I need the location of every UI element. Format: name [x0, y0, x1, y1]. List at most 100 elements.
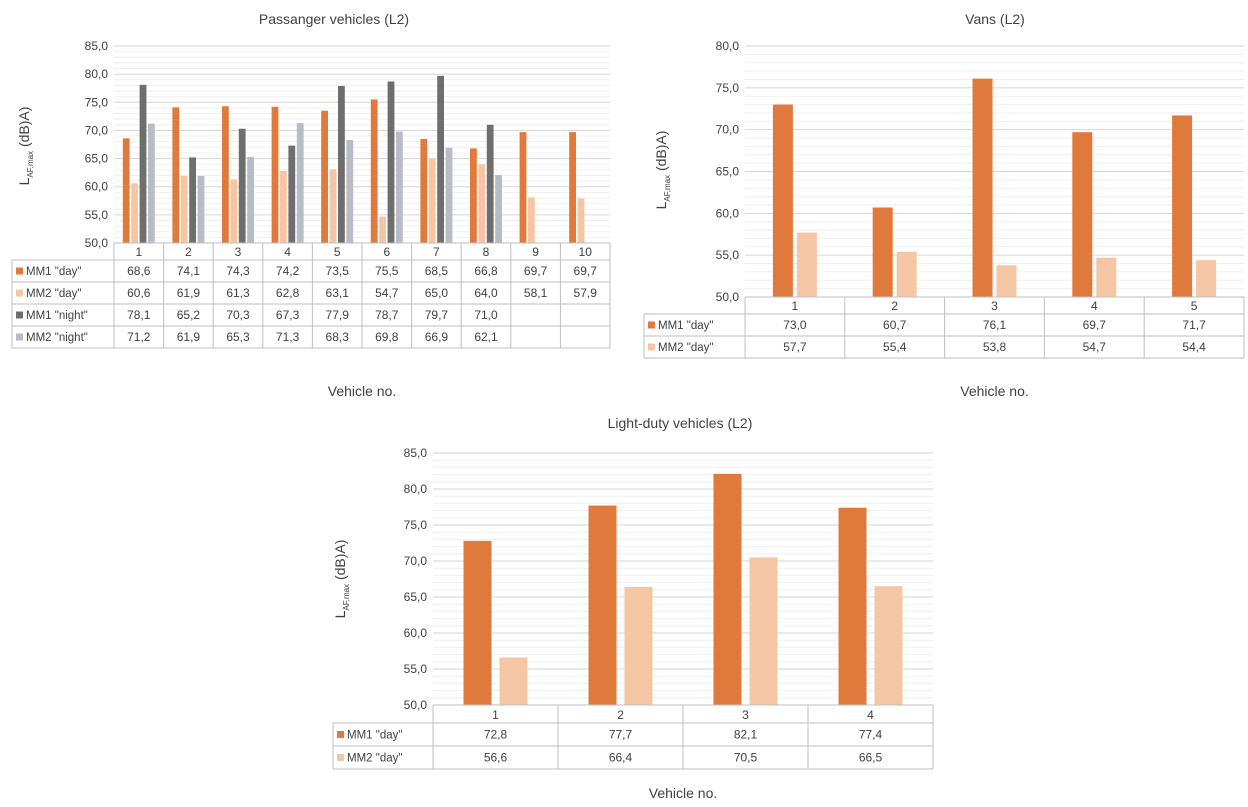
- bar: [329, 169, 337, 243]
- data-value-label: 62,8: [276, 286, 300, 300]
- y-tick-label: 70,0: [85, 123, 109, 137]
- legend-swatch: [16, 333, 23, 341]
- y-tick-label: 65,0: [716, 165, 740, 179]
- bar: [396, 131, 403, 243]
- y-tick-label: 50,0: [716, 290, 740, 304]
- x-category-label: 3: [235, 245, 242, 259]
- data-value-label: 73,0: [783, 318, 807, 332]
- x-category-label: 2: [891, 299, 898, 313]
- bar: [1096, 257, 1117, 297]
- bar: [296, 123, 304, 243]
- y-tick-label: 55,0: [716, 248, 740, 262]
- x-category-label: 4: [1091, 299, 1098, 313]
- data-value-label: 77,4: [859, 728, 883, 742]
- bar: [463, 540, 492, 705]
- y-tick-label: 85,0: [85, 39, 109, 53]
- data-value-label: 66,8: [474, 264, 498, 278]
- bar: [288, 145, 296, 243]
- bar: [445, 147, 453, 243]
- y-tick-label: 75,0: [404, 518, 428, 532]
- data-value-label: 78,1: [127, 308, 151, 322]
- x-axis-label: Vehicle no.: [328, 383, 397, 399]
- x-category-label: 3: [742, 708, 749, 722]
- y-tick-label: 50,0: [85, 236, 109, 250]
- legend-entry: MM2 "night": [26, 332, 88, 344]
- y-tick-label: 50,0: [404, 698, 428, 712]
- x-category-label: 1: [492, 708, 499, 722]
- x-category-label: 4: [284, 245, 291, 259]
- bar: [470, 148, 477, 243]
- x-category-label: 5: [1191, 299, 1198, 313]
- bar: [420, 138, 428, 243]
- y-tick-label: 70,0: [404, 554, 428, 568]
- y-tick-label: 85,0: [404, 446, 428, 460]
- data-value-label: 71,2: [127, 330, 151, 344]
- data-value-label: 53,8: [983, 340, 1007, 354]
- bar: [180, 176, 188, 243]
- y-tick-label: 70,0: [716, 123, 740, 137]
- bar: [1172, 115, 1193, 298]
- bar: [148, 123, 155, 243]
- bar: [624, 586, 653, 705]
- data-value-label: 68,3: [326, 330, 350, 344]
- data-value-label: 74,1: [177, 264, 201, 278]
- vans-chart-svg: Vans (L2) 50,0 55,0 60,0 65,0 70,0 75,0 80,0 1 2 3…: [643, 11, 1245, 399]
- legend-swatch: [16, 267, 23, 275]
- bar: [387, 81, 395, 244]
- passenger-vehicles-chart-svg: Passanger vehicles (L2) 50,0 55,0 60,0 65,0 7…: [11, 11, 611, 399]
- y-tick-label: 65,0: [85, 152, 109, 166]
- data-value-label: 72,8: [484, 728, 508, 742]
- bar: [131, 183, 138, 243]
- data-value-label: 62,1: [474, 330, 498, 344]
- data-value-label: 68,6: [127, 264, 151, 278]
- legend-swatch: [16, 289, 23, 297]
- data-value-label: 60,6: [127, 286, 151, 300]
- x-category-label: 6: [383, 245, 390, 259]
- bar: [197, 176, 205, 243]
- bar: [338, 85, 345, 243]
- bar: [749, 557, 778, 705]
- x-axis-label: Vehicle no.: [649, 785, 718, 801]
- data-value-label: 54,7: [375, 286, 399, 300]
- x-category-label: 9: [532, 245, 539, 259]
- x-category-label: 10: [579, 245, 593, 259]
- passenger-vehicles-chart: Passanger vehicles (L2) 50,0 55,0 60,0 65,0 7…: [0, 0, 640, 405]
- x-category-label: 2: [617, 708, 624, 722]
- legend-entry: MM2 "day": [658, 342, 713, 354]
- bar: [772, 104, 793, 297]
- bar: [1196, 260, 1217, 297]
- vans-chart: Vans (L2) 50,0 55,0 60,0 65,0 70,0 75,0 80,0 1 2 3…: [640, 0, 1248, 405]
- data-value-label: 74,3: [226, 264, 250, 278]
- data-value-label: 57,7: [783, 340, 807, 354]
- x-category-label: 1: [135, 245, 142, 259]
- legend-entry: MM1 "day": [347, 730, 402, 742]
- bar: [321, 110, 328, 243]
- chart-title: Passanger vehicles (L2): [259, 11, 409, 27]
- data-value-label: 69,7: [574, 264, 598, 278]
- chart-title: Light-duty vehicles (L2): [608, 415, 753, 431]
- data-value-label: 54,4: [1182, 340, 1206, 354]
- data-value-label: 65,3: [226, 330, 250, 344]
- light-duty-vehicles-chart-svg: Light-duty vehicles (L2) 50,0 55,0 60,0 65,0…: [332, 415, 934, 801]
- bar: [519, 132, 527, 243]
- bar: [569, 132, 576, 243]
- data-value-label: 77,9: [326, 308, 350, 322]
- bar: [838, 507, 867, 705]
- chart-title: Vans (L2): [965, 11, 1025, 27]
- data-value-label: 76,1: [983, 318, 1007, 332]
- legend-swatch: [648, 321, 655, 329]
- data-value-label: 61,9: [177, 330, 201, 344]
- data-value-label: 70,3: [226, 308, 250, 322]
- data-value-label: 66,4: [609, 751, 633, 765]
- data-value-label: 74,2: [276, 264, 300, 278]
- bar: [528, 197, 535, 243]
- data-value-label: 77,7: [609, 728, 633, 742]
- data-value-label: 56,6: [484, 751, 508, 765]
- x-category-label: 3: [991, 299, 998, 313]
- y-tick-label: 75,0: [85, 95, 109, 109]
- bar: [499, 657, 528, 705]
- data-value-label: 58,1: [524, 286, 548, 300]
- y-tick-label: 80,0: [85, 67, 109, 81]
- data-value-label: 63,1: [326, 286, 350, 300]
- bar: [874, 586, 903, 705]
